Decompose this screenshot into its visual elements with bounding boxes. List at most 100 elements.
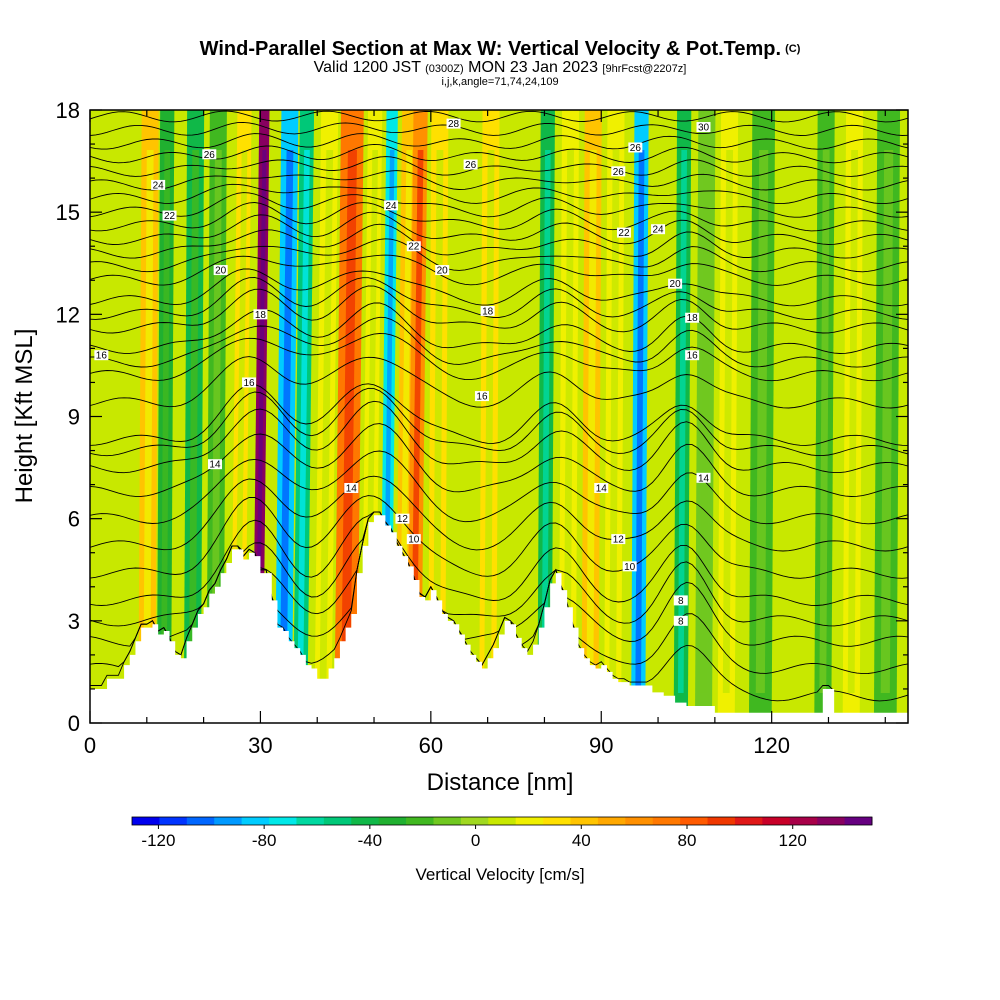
contour-label-bg: [242, 377, 257, 388]
contour-label-text: 20: [670, 279, 682, 290]
colorbar-swatch: [680, 817, 709, 825]
subtitle-date: MON 23 Jan 2023: [468, 59, 598, 76]
colorbar-swatch: [186, 817, 215, 825]
colorbar-swatch: [789, 817, 818, 825]
x-tick-label: 90: [589, 733, 613, 758]
chart-params: i,j,k,angle=71,74,24,109: [441, 76, 559, 88]
theta-contour: [90, 511, 908, 627]
y-tick-label: 15: [56, 200, 80, 225]
contour-label-text: 12: [397, 514, 409, 525]
contour-label-bg: [628, 142, 643, 153]
x-tick-label: 30: [248, 733, 272, 758]
x-tick-label: 120: [753, 733, 790, 758]
velocity-core: [635, 150, 645, 693]
theta-contour: [90, 211, 908, 245]
theta-contour: [90, 495, 908, 579]
theta-contour: [90, 423, 908, 497]
contour-label-bg: [435, 265, 450, 276]
colorbar-tick-label: 40: [572, 831, 591, 850]
y-tick-label: 18: [56, 98, 80, 123]
contour-label-text: 24: [153, 180, 165, 191]
velocity-core: [279, 150, 294, 693]
theta-contour: [90, 143, 908, 164]
contour-label-text: 26: [613, 167, 625, 178]
theta-contour: [90, 333, 908, 382]
velocity-core: [819, 150, 830, 693]
contour-label-text: 26: [204, 150, 216, 161]
contour-label: 14: [207, 459, 222, 471]
contour-label-bg: [480, 305, 495, 316]
colorbar-swatch: [515, 817, 544, 825]
velocity-core: [563, 150, 574, 693]
colorbar-tick-label: 80: [678, 831, 697, 850]
contour-label: 26: [202, 149, 217, 161]
contour-label: 22: [406, 241, 421, 253]
contour-label: 28: [446, 118, 461, 130]
contour-label: 16: [685, 350, 700, 362]
contour-label-bg: [395, 513, 410, 524]
contour-label-bg: [651, 224, 666, 235]
contour-label-bg: [673, 595, 688, 606]
contour-label-bg: [696, 472, 711, 483]
velocity-core: [755, 150, 769, 693]
contour-label-bg: [406, 534, 421, 545]
chart-title: Wind-Parallel Section at Max W: Vertical…: [0, 38, 1000, 60]
velocity-core: [433, 150, 444, 693]
velocity-core: [700, 150, 711, 693]
contour-label-bg: [446, 118, 461, 129]
contour-label: 20: [668, 278, 683, 290]
contour-label-bg: [611, 534, 626, 545]
colorbar-tick-label: -40: [358, 831, 383, 850]
contour-label: 14: [696, 472, 711, 484]
colorbar-label: Vertical Velocity [cm/s]: [415, 865, 584, 884]
y-tick-label: 12: [56, 302, 80, 327]
contour-label: 8: [673, 595, 688, 607]
contour-label: 26: [463, 159, 478, 171]
x-axis: 0 30 60 90 120: [84, 110, 886, 758]
contour-label-bg: [611, 166, 626, 177]
theta-contour: [90, 387, 908, 457]
x-tick-label: 0: [84, 733, 96, 758]
y-tick-label: 0: [68, 711, 80, 736]
contour-label: 30: [696, 122, 711, 134]
terrain: [90, 515, 908, 723]
velocity-core: [677, 150, 688, 693]
contour-label-text: 16: [243, 378, 255, 389]
chart-subtitle: Valid 1200 JST (0300Z) MON 23 Jan 2023 […: [0, 60, 1000, 77]
colorbar-swatch: [132, 817, 160, 825]
velocity-core: [484, 150, 495, 693]
contour-label-text: 10: [408, 535, 420, 546]
theta-contour: [90, 511, 908, 606]
contour-label-bg: [668, 278, 683, 289]
contour-label-text: 8: [678, 596, 684, 607]
theta-contour: [90, 170, 908, 191]
contour-label: 26: [611, 166, 626, 178]
colorbar-tick-label: -80: [252, 831, 277, 850]
contour-label-bg: [474, 391, 489, 402]
theta-contour: [90, 450, 908, 525]
contour-label-text: 20: [215, 266, 227, 277]
colorbar-swatch: [652, 817, 681, 825]
contour-label-text: 12: [613, 535, 625, 546]
contour-label-text: 30: [698, 123, 710, 134]
contour-label-bg: [622, 561, 637, 572]
contour-label-text: 26: [465, 160, 477, 171]
contour-label-bg: [696, 122, 711, 133]
colorbar-swatch: [817, 817, 846, 825]
contour-label: 18: [685, 312, 700, 324]
contour-label: 24: [384, 200, 399, 212]
colorbar-swatch: [269, 817, 297, 825]
velocity-core: [319, 150, 334, 693]
contour-label-text: 28: [448, 119, 460, 130]
colorbar-swatch: [844, 817, 873, 825]
velocity-core: [722, 150, 734, 693]
theta-contour: [90, 475, 908, 552]
contour-label: 26: [628, 142, 643, 154]
contour-label-text: 18: [255, 310, 267, 321]
contour-label-text: 24: [386, 201, 398, 212]
contour-label: 12: [611, 534, 626, 546]
contour-label-text: 14: [346, 484, 358, 495]
colorbar-swatch: [296, 817, 325, 825]
contour-label-bg: [207, 459, 222, 470]
velocity-core: [297, 150, 310, 693]
